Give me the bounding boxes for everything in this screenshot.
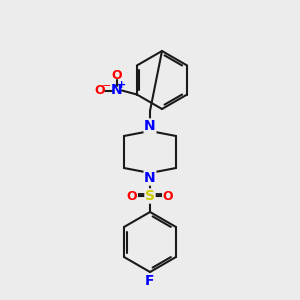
- Text: O: O: [163, 190, 173, 202]
- Text: N: N: [144, 171, 156, 185]
- Text: +: +: [117, 80, 127, 91]
- Text: O: O: [112, 69, 122, 82]
- Text: −: −: [102, 80, 112, 91]
- Text: N: N: [144, 119, 156, 133]
- Text: N: N: [111, 83, 123, 98]
- Text: S: S: [145, 189, 155, 203]
- Text: F: F: [145, 274, 155, 288]
- Text: O: O: [94, 84, 105, 97]
- Text: O: O: [127, 190, 137, 202]
